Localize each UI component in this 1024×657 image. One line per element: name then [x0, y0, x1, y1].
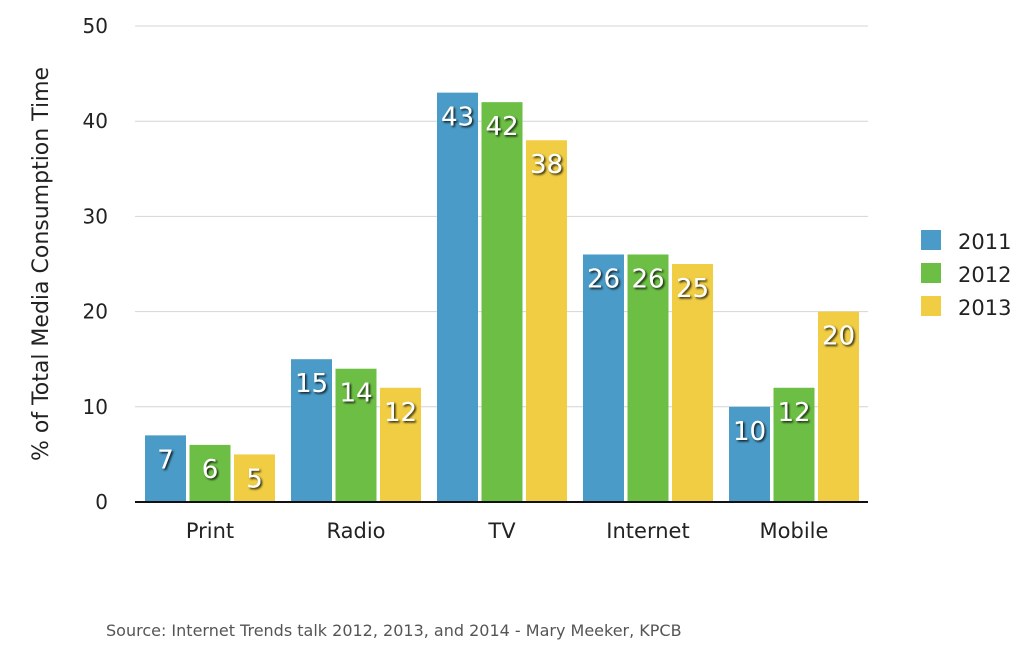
bar-radio-2013	[380, 387, 421, 502]
bar-internet-2013	[672, 264, 713, 502]
data-label: 15	[295, 369, 328, 399]
category-label: TV	[487, 519, 516, 543]
legend-label: 2012	[958, 263, 1011, 287]
category-label: Radio	[326, 519, 385, 543]
source-note: Source: Internet Trends talk 2012, 2013,…	[106, 621, 682, 640]
legend-item-2011: 2011	[921, 230, 1011, 254]
bar-tv-2012	[481, 102, 523, 502]
bar-print-2012	[189, 444, 231, 502]
data-label: 38	[530, 150, 563, 180]
category-label: Print	[186, 519, 234, 543]
data-label: 10	[733, 417, 766, 447]
legend-item-2012: 2012	[921, 263, 1011, 287]
category-label: Mobile	[760, 519, 829, 543]
category-label: Internet	[606, 519, 689, 543]
bar-mobile-2011	[729, 406, 770, 502]
y-tick-label: 20	[83, 300, 108, 324]
data-label: 12	[384, 398, 417, 428]
bar-radio-2011	[291, 359, 332, 502]
bar-tv-2013	[526, 140, 567, 503]
bar-print-2013	[234, 454, 275, 502]
y-tick-label: 10	[83, 395, 108, 419]
bar-tv-2011	[437, 92, 478, 502]
data-label: 6	[202, 455, 219, 485]
data-label: 12	[777, 398, 810, 428]
bar-internet-2012	[627, 254, 669, 502]
y-tick-label: 30	[83, 204, 108, 228]
data-label: 26	[631, 264, 664, 294]
legend-item-2013: 2013	[921, 296, 1011, 320]
legend: 2011 2012 2013	[921, 230, 1011, 320]
y-axis-ticks: 0 10 20 30 40 50	[83, 14, 108, 514]
y-tick-label: 40	[83, 109, 108, 133]
data-label: 7	[157, 445, 174, 475]
data-label: 14	[339, 379, 372, 409]
y-axis-label: % of Total Media Consumption Time	[29, 67, 54, 461]
legend-swatch	[921, 296, 941, 316]
x-axis-categories: Print Radio TV Internet Mobile	[186, 519, 829, 543]
bar-mobile-2013	[818, 311, 859, 502]
data-label: 26	[587, 264, 620, 294]
data-label: 5	[246, 464, 263, 494]
y-tick-label: 0	[95, 490, 108, 514]
bar-radio-2012	[335, 368, 377, 502]
bar-mobile-2012	[773, 387, 815, 502]
data-label: 25	[676, 274, 709, 304]
data-label: 43	[441, 103, 474, 133]
legend-label: 2013	[958, 296, 1011, 320]
y-tick-label: 50	[83, 14, 108, 38]
legend-label: 2011	[958, 230, 1011, 254]
data-label: 42	[485, 112, 518, 142]
legend-swatch	[921, 230, 941, 250]
bar-print-2011	[145, 435, 186, 502]
data-label: 20	[822, 322, 855, 352]
legend-swatch	[921, 263, 941, 283]
bars: 7 6 5 15 14 12 43 42 38 26 26 25 10 12 20	[145, 92, 859, 503]
bar-internet-2011	[583, 254, 624, 502]
